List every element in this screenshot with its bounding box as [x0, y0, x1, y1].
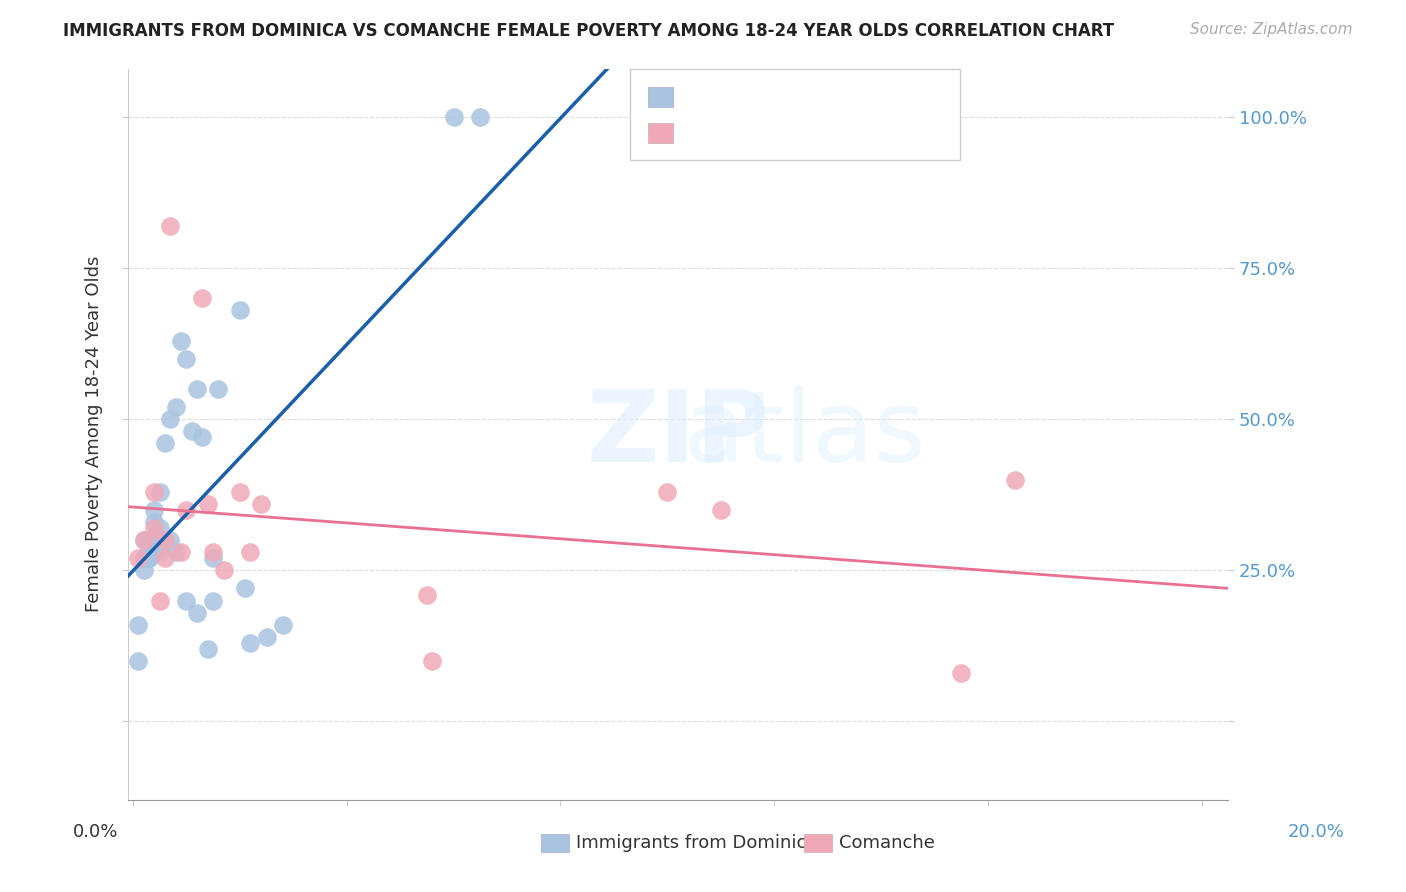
- Point: [191, 291, 214, 305]
- Text: R =: R =: [685, 125, 718, 143]
- Point: [127, 551, 149, 566]
- Point: [143, 521, 166, 535]
- Point: [470, 110, 492, 124]
- Text: Comanche: Comanche: [839, 834, 935, 852]
- Point: [153, 533, 176, 548]
- Point: [176, 593, 198, 607]
- Point: [132, 551, 155, 566]
- Text: Immigrants from Dominica: Immigrants from Dominica: [576, 834, 818, 852]
- Point: [153, 533, 176, 548]
- Text: 0.0%: 0.0%: [73, 822, 118, 840]
- Point: [443, 110, 465, 124]
- Point: [153, 551, 176, 566]
- Point: [170, 545, 193, 559]
- Point: [176, 351, 198, 366]
- Point: [229, 484, 252, 499]
- Text: 0.706: 0.706: [727, 89, 783, 107]
- Point: [202, 545, 225, 559]
- Text: R =: R =: [685, 89, 718, 107]
- Point: [202, 551, 225, 566]
- Point: [132, 563, 155, 577]
- Point: [239, 636, 262, 650]
- Text: 40: 40: [839, 89, 865, 107]
- Text: atlas: atlas: [683, 386, 925, 483]
- Point: [197, 497, 219, 511]
- Point: [186, 606, 208, 620]
- Text: 23: 23: [839, 125, 865, 143]
- Point: [710, 503, 733, 517]
- Point: [159, 412, 181, 426]
- Text: N =: N =: [793, 125, 827, 143]
- Point: [180, 424, 202, 438]
- Point: [197, 642, 219, 657]
- Point: [212, 563, 235, 577]
- Point: [159, 533, 181, 548]
- Point: [176, 503, 198, 517]
- Point: [207, 382, 229, 396]
- Point: [138, 551, 160, 566]
- Point: [149, 521, 172, 535]
- Point: [138, 533, 160, 548]
- Point: [233, 582, 256, 596]
- Text: Source: ZipAtlas.com: Source: ZipAtlas.com: [1189, 22, 1353, 37]
- Point: [202, 593, 225, 607]
- Point: [186, 382, 208, 396]
- Point: [165, 545, 187, 559]
- Point: [127, 617, 149, 632]
- Point: [657, 484, 679, 499]
- Text: 20.0%: 20.0%: [1288, 822, 1344, 840]
- Point: [132, 533, 155, 548]
- Point: [191, 430, 214, 444]
- Text: IMMIGRANTS FROM DOMINICA VS COMANCHE FEMALE POVERTY AMONG 18-24 YEAR OLDS CORREL: IMMIGRANTS FROM DOMINICA VS COMANCHE FEM…: [63, 22, 1115, 40]
- Text: N =: N =: [793, 89, 827, 107]
- Point: [149, 545, 172, 559]
- Point: [250, 497, 273, 511]
- Point: [153, 436, 176, 450]
- Point: [132, 533, 155, 548]
- Point: [149, 533, 172, 548]
- Point: [138, 545, 160, 559]
- Point: [1004, 473, 1026, 487]
- Text: ZIP: ZIP: [586, 386, 769, 483]
- Text: -0.062: -0.062: [727, 125, 792, 143]
- Point: [143, 515, 166, 529]
- Point: [149, 593, 172, 607]
- Point: [159, 219, 181, 233]
- Point: [143, 484, 166, 499]
- Y-axis label: Female Poverty Among 18-24 Year Olds: Female Poverty Among 18-24 Year Olds: [86, 256, 103, 613]
- Point: [170, 334, 193, 348]
- Point: [271, 617, 294, 632]
- Point: [256, 630, 278, 644]
- Point: [950, 666, 973, 681]
- Point: [127, 654, 149, 668]
- Point: [138, 551, 160, 566]
- Point: [420, 654, 443, 668]
- Point: [416, 588, 439, 602]
- Point: [143, 503, 166, 517]
- Point: [239, 545, 262, 559]
- Point: [229, 303, 252, 318]
- Point: [143, 545, 166, 559]
- Point: [165, 400, 187, 414]
- Point: [149, 484, 172, 499]
